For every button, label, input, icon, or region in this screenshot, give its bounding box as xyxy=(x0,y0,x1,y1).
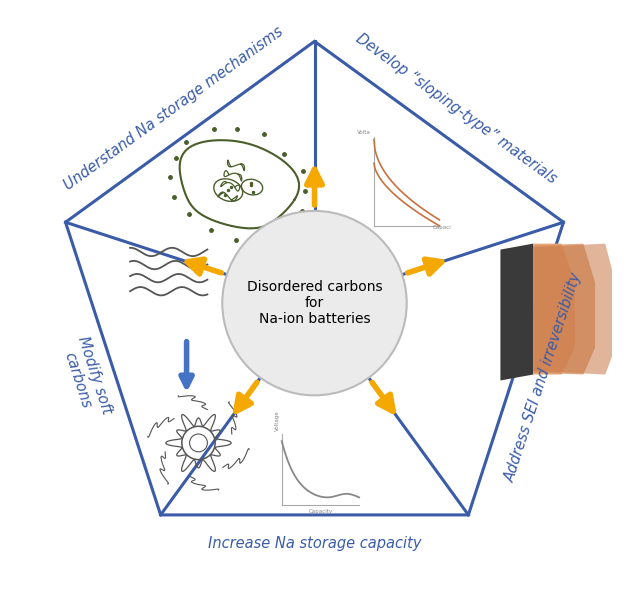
Text: Address SEI and irreversibility: Address SEI and irreversibility xyxy=(502,271,584,484)
Text: Understand Na storage mechanisms: Understand Na storage mechanisms xyxy=(61,24,286,193)
Text: Modify soft
carbons: Modify soft carbons xyxy=(58,334,114,421)
Text: Voltage: Voltage xyxy=(275,411,280,431)
Text: Disordered carbons
for
Na-ion batteries: Disordered carbons for Na-ion batteries xyxy=(247,280,382,326)
Text: Develop “sloping-type” materials: Develop “sloping-type” materials xyxy=(353,31,559,187)
Polygon shape xyxy=(533,244,595,374)
Text: Increase Na storage capacity: Increase Na storage capacity xyxy=(208,536,421,551)
Text: Capacity: Capacity xyxy=(308,509,333,514)
Polygon shape xyxy=(501,244,533,380)
Polygon shape xyxy=(533,244,615,374)
Polygon shape xyxy=(65,42,564,515)
Text: Capaci: Capaci xyxy=(433,225,452,230)
Circle shape xyxy=(222,211,407,396)
Text: Volta: Volta xyxy=(357,129,371,135)
Polygon shape xyxy=(533,244,575,374)
